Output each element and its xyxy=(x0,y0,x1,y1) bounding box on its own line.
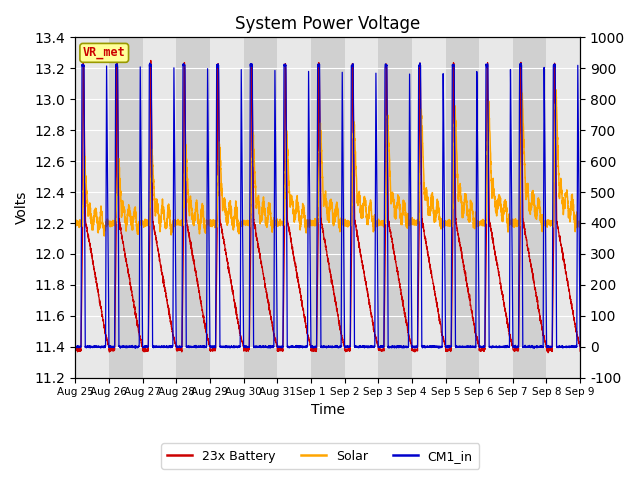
X-axis label: Time: Time xyxy=(310,403,345,417)
Bar xyxy=(76,37,109,378)
Bar xyxy=(210,37,244,378)
Bar xyxy=(143,37,176,378)
Bar xyxy=(513,37,547,378)
Bar xyxy=(176,37,210,378)
Bar xyxy=(109,37,143,378)
Legend: 23x Battery, Solar, CM1_in: 23x Battery, Solar, CM1_in xyxy=(161,444,479,469)
Bar xyxy=(311,37,344,378)
Bar xyxy=(277,37,311,378)
Bar xyxy=(445,37,479,378)
Title: System Power Voltage: System Power Voltage xyxy=(235,15,420,33)
Bar xyxy=(412,37,445,378)
Bar xyxy=(547,37,580,378)
Bar xyxy=(378,37,412,378)
Y-axis label: Volts: Volts xyxy=(15,191,29,224)
Bar xyxy=(344,37,378,378)
Text: VR_met: VR_met xyxy=(83,47,125,60)
Bar xyxy=(479,37,513,378)
Bar xyxy=(244,37,277,378)
